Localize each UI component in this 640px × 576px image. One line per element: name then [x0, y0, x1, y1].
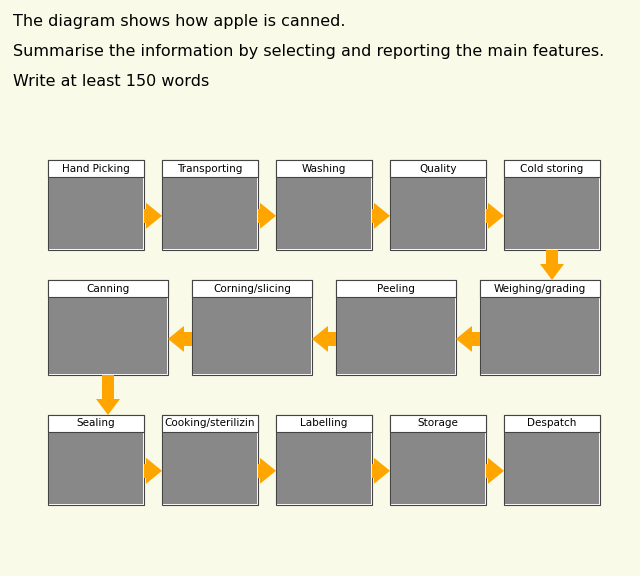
Text: Quality: Quality [419, 164, 457, 173]
Text: Peeling: Peeling [377, 283, 415, 294]
Bar [258, 209, 260, 223]
Bar [48, 415, 144, 505]
Bar [390, 160, 486, 250]
Bar [277, 177, 371, 249]
Text: Weighing/grading: Weighing/grading [494, 283, 586, 294]
Bar [49, 297, 167, 374]
Bar [48, 280, 168, 375]
Bar [372, 464, 374, 478]
Bar [505, 177, 599, 249]
Text: Corning/slicing: Corning/slicing [213, 283, 291, 294]
Bar [144, 209, 146, 223]
Bar [48, 280, 168, 297]
Text: Summarise the information by selecting and reporting the main features.: Summarise the information by selecting a… [13, 44, 604, 59]
Text: Transporting: Transporting [177, 164, 243, 173]
Bar [328, 332, 336, 346]
Polygon shape [146, 458, 162, 484]
Bar [504, 160, 600, 250]
Bar [504, 415, 600, 432]
Text: The diagram shows how apple is canned.: The diagram shows how apple is canned. [13, 14, 346, 29]
Text: Write at least 150 words: Write at least 150 words [13, 74, 209, 89]
Polygon shape [374, 203, 390, 229]
Bar [486, 209, 488, 223]
Bar [486, 464, 488, 478]
Text: Labelling: Labelling [300, 419, 348, 429]
Bar [48, 415, 144, 432]
Bar [49, 432, 143, 504]
Bar [276, 415, 372, 432]
Bar [162, 415, 258, 432]
Bar [163, 177, 257, 249]
Polygon shape [260, 458, 276, 484]
Bar [390, 160, 486, 177]
Bar [162, 160, 258, 177]
Polygon shape [488, 458, 504, 484]
Text: Cold storing: Cold storing [520, 164, 584, 173]
Text: Canning: Canning [86, 283, 130, 294]
Bar [391, 432, 485, 504]
Text: Washing: Washing [302, 164, 346, 173]
Bar [391, 177, 485, 249]
Bar [480, 280, 600, 375]
Polygon shape [488, 203, 504, 229]
Bar [162, 415, 258, 505]
Bar [481, 297, 599, 374]
Bar [277, 432, 371, 504]
Polygon shape [146, 203, 162, 229]
Bar [336, 280, 456, 375]
Polygon shape [456, 326, 472, 352]
Bar [480, 280, 600, 297]
Polygon shape [312, 326, 328, 352]
Bar [276, 160, 372, 177]
Bar [193, 297, 311, 374]
Text: Sealing: Sealing [77, 419, 115, 429]
Bar [258, 464, 260, 478]
Polygon shape [168, 326, 184, 352]
Bar [184, 332, 192, 346]
Text: Hand Picking: Hand Picking [62, 164, 130, 173]
Bar [390, 415, 486, 505]
Bar [102, 375, 114, 399]
Bar [337, 297, 455, 374]
Bar [504, 415, 600, 505]
Polygon shape [374, 458, 390, 484]
Bar [144, 464, 146, 478]
Bar [48, 160, 144, 250]
Bar [546, 250, 558, 264]
Bar [504, 160, 600, 177]
Bar [49, 177, 143, 249]
Bar [48, 160, 144, 177]
Bar [163, 432, 257, 504]
Polygon shape [96, 399, 120, 415]
Bar [505, 432, 599, 504]
Polygon shape [540, 264, 564, 280]
Polygon shape [260, 203, 276, 229]
Bar [192, 280, 312, 375]
Bar [276, 415, 372, 505]
Text: Storage: Storage [417, 419, 458, 429]
Bar [472, 332, 480, 346]
Bar [162, 160, 258, 250]
Bar [192, 280, 312, 297]
Bar [372, 209, 374, 223]
Bar [276, 160, 372, 250]
Text: Cooking/sterilizin: Cooking/sterilizin [164, 419, 255, 429]
Text: Despatch: Despatch [527, 419, 577, 429]
Bar [336, 280, 456, 297]
Bar [390, 415, 486, 432]
